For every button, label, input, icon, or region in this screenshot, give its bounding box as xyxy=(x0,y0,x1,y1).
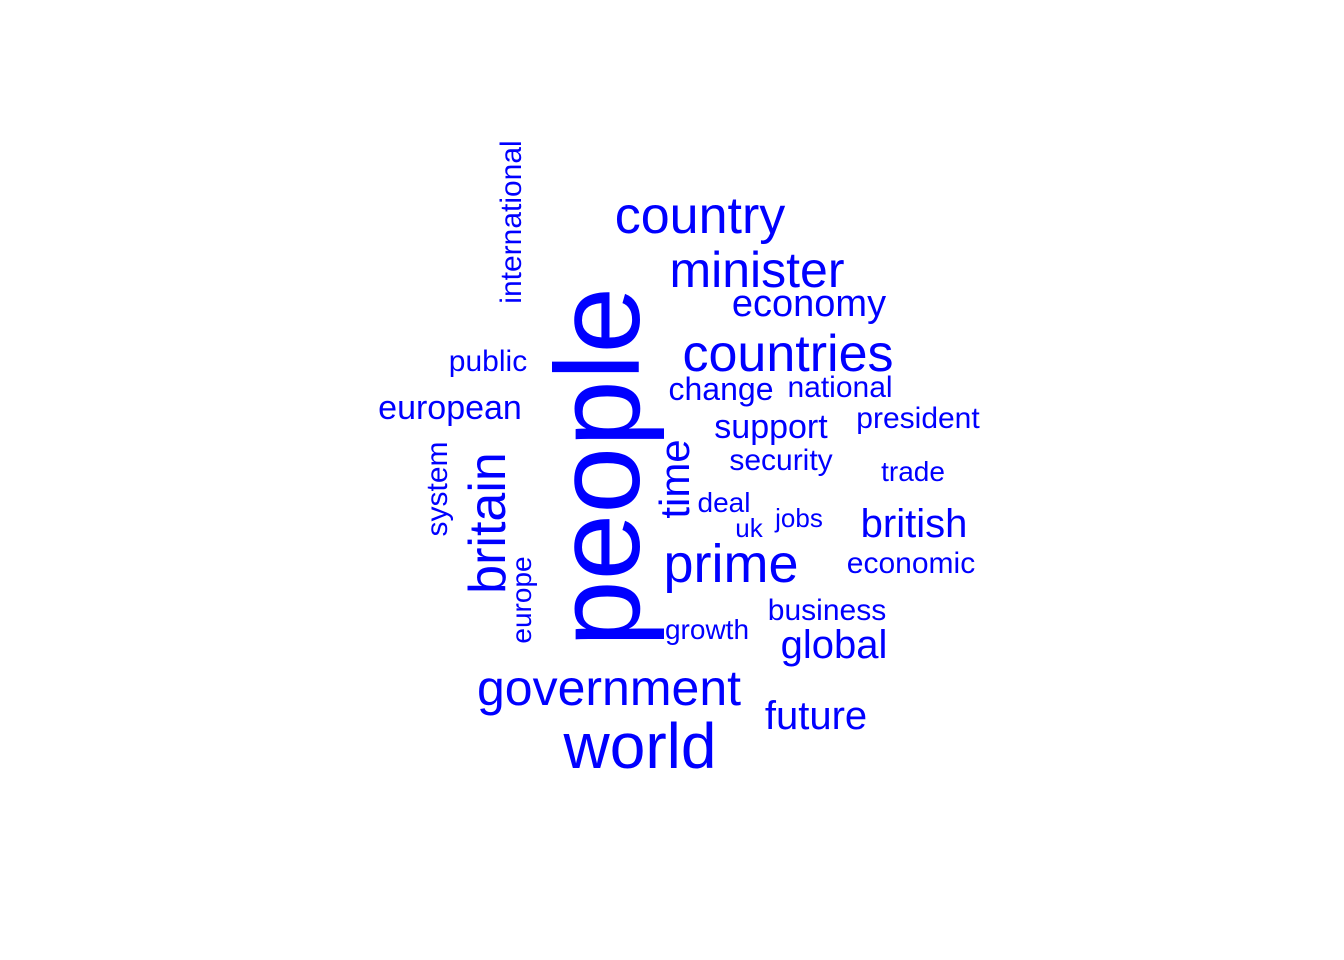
word-national: national xyxy=(787,371,893,404)
word-europe: europe xyxy=(506,556,537,644)
word-jobs: jobs xyxy=(775,503,823,533)
word-public: public xyxy=(448,345,528,378)
word-system: system xyxy=(421,441,454,537)
word-minister: minister xyxy=(669,242,845,298)
word-economy: economy xyxy=(731,283,887,325)
word-british: british xyxy=(860,502,968,546)
word-prime: prime xyxy=(663,534,799,594)
word-international: international xyxy=(495,140,528,304)
word-global: global xyxy=(780,623,888,667)
word-countries: countries xyxy=(682,325,894,383)
word-trade: trade xyxy=(881,456,945,487)
word-president: president xyxy=(856,402,980,435)
word-country: country xyxy=(614,187,786,245)
word-security: security xyxy=(729,444,833,477)
word-business: business xyxy=(767,594,887,627)
word-change: change xyxy=(668,371,774,407)
word-uk: uk xyxy=(735,513,763,543)
word-support: support xyxy=(714,408,828,446)
word-people: people xyxy=(531,286,665,648)
word-world: world xyxy=(563,710,717,782)
word-deal: deal xyxy=(697,487,751,518)
word-future: future xyxy=(764,694,868,738)
word-time: time xyxy=(651,439,698,519)
word-economic: economic xyxy=(846,547,976,580)
word-growth: growth xyxy=(664,614,750,645)
word-european: european xyxy=(378,389,522,427)
word-government: government xyxy=(476,660,742,716)
